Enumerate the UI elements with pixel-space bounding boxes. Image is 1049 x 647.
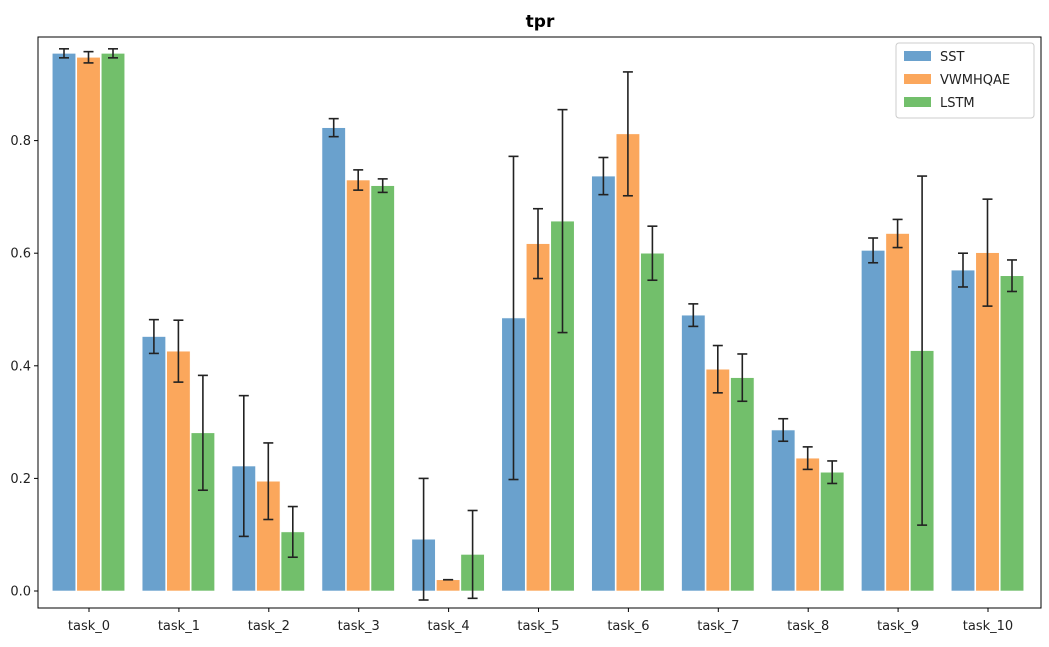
- error-bar-sst-task_8: [778, 417, 789, 443]
- y-tick-label: 0.6: [10, 247, 31, 262]
- x-tick-label-task_6: task_6: [607, 619, 649, 634]
- bar-vwmhqae-task_9: [885, 233, 910, 592]
- axes-frame: [37, 36, 1042, 609]
- y-tick-label: 0.8: [10, 134, 31, 149]
- error-bar-lstm-task_7: [737, 353, 748, 403]
- legend-swatch-vwmhqae: [904, 74, 931, 84]
- x-axis: task_0 task_1 task_2 task_3 task_4 task_5 task…: [68, 608, 1013, 634]
- y-tick-label: 0.4: [10, 359, 31, 374]
- x-tick-label-task_10: task_10: [963, 619, 1013, 634]
- bar-lstm-task_10: [999, 275, 1025, 592]
- bar-sst-task_1: [141, 336, 166, 592]
- error-bar-lstm-task_6: [647, 225, 658, 282]
- x-tick-label-task_1: task_1: [158, 619, 200, 634]
- legend-label-vwmhqae: VWMHQAE: [940, 73, 1010, 88]
- error-bar-lstm-task_5: [557, 108, 568, 334]
- x-tick-label-task_2: task_2: [248, 619, 290, 634]
- bar-sst-task_8: [771, 429, 796, 592]
- chart-title: tpr: [526, 12, 555, 32]
- error-bar-sst-task_2: [238, 394, 249, 538]
- y-tick-label: 0.0: [10, 585, 31, 600]
- error-bar-sst-task_7: [688, 303, 699, 328]
- error-bar-vwmhqae-task_8: [802, 446, 813, 471]
- bar-vwmhqae-task_6: [615, 133, 640, 592]
- bar-sst-task_6: [591, 175, 616, 592]
- bar-vwmhqae-task_3: [346, 179, 371, 592]
- legend-swatch-lstm: [904, 97, 931, 107]
- x-tick-label-task_4: task_4: [428, 619, 470, 634]
- bar-sst-task_7: [681, 314, 706, 592]
- error-bar-vwmhqae-task_3: [353, 169, 364, 191]
- x-tick-label-task_0: task_0: [68, 619, 110, 634]
- error-bar-lstm-task_9: [917, 175, 928, 526]
- legend-swatch-sst: [904, 51, 931, 61]
- bar-lstm-task_0: [100, 53, 126, 592]
- error-bar-sst-task_6: [598, 156, 609, 196]
- bar-sst-task_9: [861, 250, 886, 592]
- bar-lstm-task_7: [730, 377, 755, 592]
- bar-sst-task_3: [321, 127, 346, 592]
- error-bar-vwmhqae-task_0: [83, 50, 94, 64]
- bar-vwmhqae-task_4: [436, 579, 461, 592]
- error-bar-sst-task_3: [328, 117, 339, 138]
- bar-lstm-task_3: [370, 185, 395, 592]
- error-bar-lstm-task_3: [377, 178, 388, 194]
- error-bar-lstm-task_10: [1007, 259, 1017, 293]
- error-bar-vwmhqae-task_5: [533, 207, 543, 280]
- error-bar-lstm-task_8: [827, 460, 838, 485]
- error-bar-sst-task_0: [59, 48, 69, 59]
- bar-sst-task_0: [51, 53, 77, 592]
- bar-lstm-task_6: [640, 252, 665, 592]
- error-bar-sst-task_1: [148, 318, 159, 355]
- bar-vwmhqae-task_8: [795, 457, 820, 592]
- error-bar-sst-task_9: [868, 237, 879, 264]
- error-bar-vwmhqae-task_7: [712, 344, 723, 394]
- x-tick-label-task_9: task_9: [877, 619, 919, 634]
- error-bar-lstm-task_0: [108, 48, 118, 59]
- y-tick-label: 0.2: [10, 472, 31, 487]
- error-bar-vwmhqae-task_9: [892, 218, 903, 249]
- legend-label-sst: SST: [940, 50, 965, 65]
- bar-vwmhqae-task_0: [76, 56, 101, 592]
- y-axis: 0.0 0.2 0.4 0.6 0.8: [10, 134, 38, 600]
- error-bar-sst-task_10: [958, 252, 968, 288]
- error-bar-vwmhqae-task_10: [982, 198, 993, 307]
- error-bar-lstm-task_2: [287, 505, 298, 559]
- legend: SST VWMHQAE LSTM: [895, 42, 1035, 119]
- bar-vwmhqae-task_5: [525, 243, 551, 592]
- error-bars-layer: [59, 48, 1017, 601]
- error-bar-sst-task_5: [508, 155, 519, 481]
- error-bar-vwmhqae-task_1: [173, 319, 184, 383]
- x-tick-label-task_7: task_7: [697, 619, 739, 634]
- legend-label-lstm: LSTM: [940, 96, 975, 111]
- error-bar-vwmhqae-task_6: [622, 71, 633, 197]
- bar-vwmhqae-task_7: [705, 368, 730, 592]
- bar-lstm-task_8: [820, 471, 845, 592]
- error-bar-lstm-task_1: [197, 374, 208, 492]
- bar-vwmhqae-task_1: [166, 350, 191, 592]
- x-tick-label-task_8: task_8: [787, 619, 829, 634]
- error-bar-lstm-task_4: [467, 509, 478, 600]
- x-tick-label-task_5: task_5: [517, 619, 559, 634]
- error-bar-sst-task_4: [418, 477, 429, 601]
- error-bar-vwmhqae-task_2: [263, 442, 274, 521]
- bar-sst-task_10: [950, 269, 976, 592]
- x-tick-label-task_3: task_3: [338, 619, 380, 634]
